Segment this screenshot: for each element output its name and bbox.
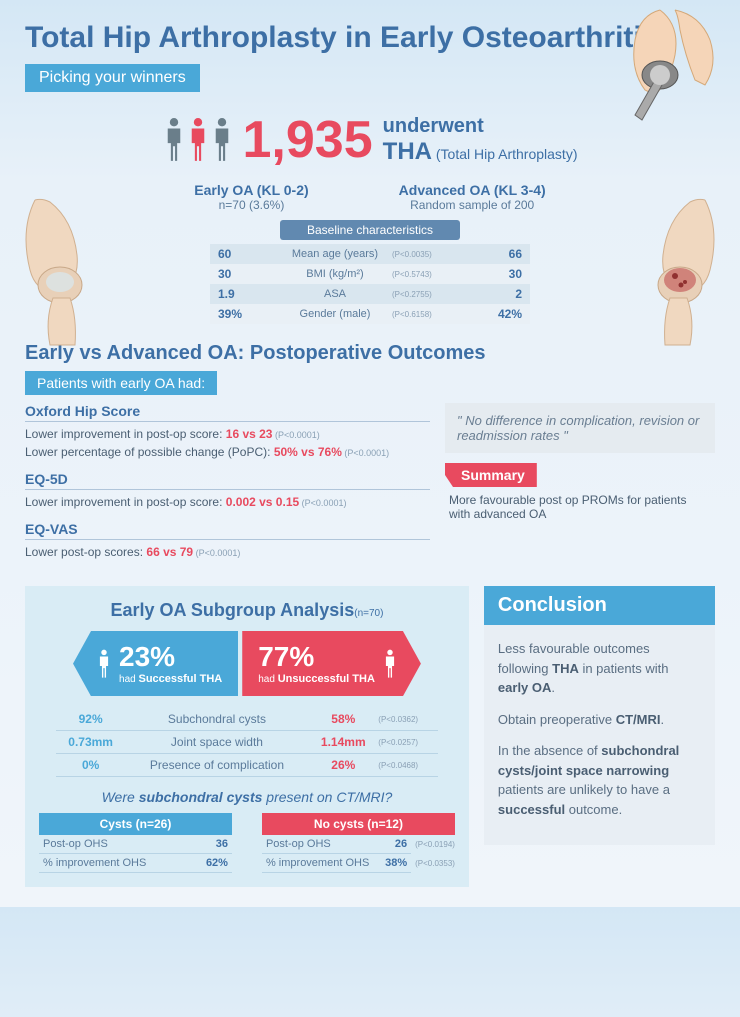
- subtitle-tag: Picking your winners: [25, 64, 200, 92]
- outcomes-subtag: Patients with early OA had:: [25, 371, 217, 395]
- subgroup-table: 92%Subchondral cysts58%(P<0.0362)0.73mmJ…: [56, 708, 439, 777]
- baseline-table: 60Mean age (years)(P<0.0035)6630BMI (kg/…: [210, 244, 530, 324]
- person-icon-highlight: [187, 117, 209, 163]
- table-row: 30BMI (kg/m²)(P<0.5743)30: [210, 264, 530, 284]
- healthy-hip-illustration: [5, 190, 145, 350]
- data-line: Post-op OHS36: [39, 835, 232, 854]
- outcomes-metrics: Oxford Hip ScoreLower improvement in pos…: [25, 403, 430, 571]
- advanced-group-header: Advanced OA (KL 3-4) Random sample of 20…: [399, 182, 546, 212]
- headline-text: underwent THA (Total Hip Arthroplasty): [383, 115, 578, 166]
- table-row: 1.9ASA(P<0.2755)2: [210, 284, 530, 304]
- table-row: 0%Presence of complication26%(P<0.0468): [56, 754, 439, 777]
- cysts-column: Cysts (n=26) Post-op OHS36% improvement …: [39, 813, 232, 873]
- person-icon: [163, 117, 185, 163]
- data-line: % improvement OHS62%: [39, 854, 232, 873]
- conclusion-body: Less favourable outcomes following THA i…: [484, 625, 715, 845]
- cysts-question: Were subchondral cysts present on CT/MRI…: [39, 789, 455, 805]
- fail-arrow: 77% had Unsuccessful THA: [242, 631, 421, 696]
- nocysts-column: No cysts (n=12) Post-op OHS26(P<0.0194)%…: [262, 813, 455, 873]
- data-line: % improvement OHS38%: [262, 854, 411, 873]
- bottom-section: Early OA Subgroup Analysis(n=70) 23% had…: [25, 586, 715, 887]
- person-icon: [383, 649, 397, 679]
- early-group-header: Early OA (KL 0-2) n=70 (3.6%): [194, 182, 308, 212]
- metric-block: EQ-VASLower post-op scores: 66 vs 79 (P<…: [25, 521, 430, 561]
- headline-number: 1,935: [243, 110, 373, 170]
- damaged-hip-illustration: [595, 190, 735, 350]
- outcomes-section: Oxford Hip ScoreLower improvement in pos…: [25, 403, 715, 571]
- table-row: 60Mean age (years)(P<0.0035)66: [210, 244, 530, 264]
- metric-block: EQ-5DLower improvement in post-op score:…: [25, 471, 430, 511]
- summary-text: More favourable post op PROMs for patien…: [445, 493, 715, 521]
- cysts-comparison: Cysts (n=26) Post-op OHS36% improvement …: [39, 813, 455, 873]
- table-row: 0.73mmJoint space width1.14mm(P<0.0257): [56, 731, 439, 754]
- summary-tag: Summary: [445, 463, 537, 487]
- table-row: 39%Gender (male)(P<0.6158)42%: [210, 304, 530, 324]
- outcomes-summary: " No difference in complication, revisio…: [445, 403, 715, 571]
- title-block: Total Hip Arthroplasty in Early Osteoart…: [25, 20, 715, 92]
- subgroup-analysis: Early OA Subgroup Analysis(n=70) 23% had…: [25, 586, 469, 887]
- hip-implant-illustration: [560, 0, 740, 140]
- quote-box: " No difference in complication, revisio…: [445, 403, 715, 453]
- conclusion-header: Conclusion: [484, 586, 715, 625]
- baseline-tag: Baseline characteristics: [280, 220, 460, 240]
- table-row: 92%Subchondral cysts58%(P<0.0362): [56, 708, 439, 731]
- people-icons: [163, 117, 233, 163]
- person-icon: [211, 117, 233, 163]
- person-icon: [97, 649, 111, 679]
- success-fail-arrows: 23% had Successful THA 77% had Unsuccess…: [39, 631, 455, 696]
- baseline-section: Baseline characteristics 60Mean age (yea…: [65, 220, 675, 324]
- subgroup-title: Early OA Subgroup Analysis(n=70): [39, 600, 455, 621]
- conclusion-box: Conclusion Less favourable outcomes foll…: [484, 586, 715, 887]
- data-line: Post-op OHS26: [262, 835, 411, 854]
- success-arrow: 23% had Successful THA: [73, 631, 238, 696]
- metric-block: Oxford Hip ScoreLower improvement in pos…: [25, 403, 430, 461]
